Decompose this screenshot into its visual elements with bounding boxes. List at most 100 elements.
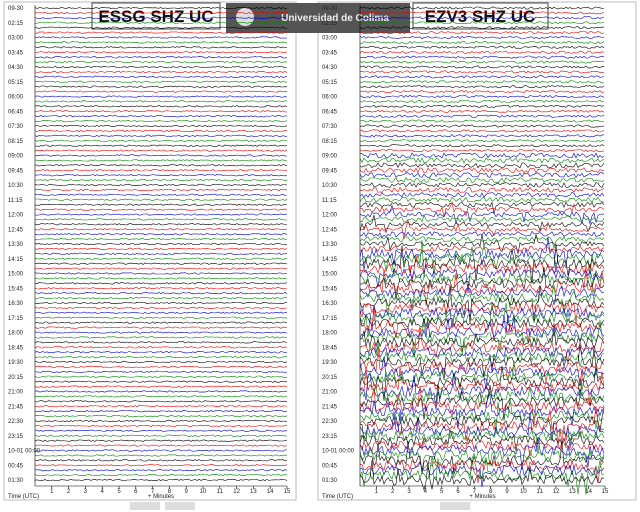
time-label: 21:45 <box>8 404 24 410</box>
time-label: 12:00 <box>322 213 338 219</box>
trace <box>359 314 605 343</box>
trace <box>359 70 605 74</box>
time-label: 18:00 <box>8 331 24 337</box>
trace <box>34 321 288 324</box>
trace <box>34 31 288 34</box>
trace <box>359 373 605 410</box>
trace <box>359 348 605 382</box>
trace <box>359 436 605 457</box>
trace <box>34 459 288 462</box>
trace <box>359 325 605 350</box>
time-label: 19:30 <box>322 360 338 366</box>
x-tick-label: 6 <box>456 489 460 495</box>
trace <box>34 41 288 44</box>
trace <box>34 287 288 290</box>
x-tick-label: 3 <box>84 489 88 495</box>
time-label: 14:15 <box>322 257 338 263</box>
time-label: 00:45 <box>8 463 24 469</box>
trace <box>359 386 605 425</box>
trace <box>34 16 288 19</box>
trace <box>359 134 605 138</box>
trace <box>34 119 288 123</box>
trace <box>34 360 288 364</box>
trace <box>34 410 288 413</box>
trace <box>34 424 288 428</box>
traces <box>34 6 288 482</box>
time-label: 17:15 <box>8 316 24 322</box>
trace <box>34 336 288 339</box>
trace <box>34 247 288 251</box>
trace <box>34 11 288 15</box>
trace <box>34 80 288 83</box>
x-tick-label: 14 <box>585 489 592 495</box>
trace <box>359 344 605 380</box>
trace <box>34 380 288 383</box>
trace <box>34 469 288 472</box>
trace <box>360 40 605 44</box>
trace <box>359 462 605 488</box>
trace <box>34 70 288 74</box>
trace <box>34 242 287 246</box>
trace <box>34 237 288 241</box>
time-label: 12:45 <box>8 227 24 233</box>
trace <box>34 473 288 477</box>
time-label: 01:30 <box>322 478 338 484</box>
trace <box>359 89 605 94</box>
time-label: 16:30 <box>322 301 338 307</box>
trace <box>34 60 288 64</box>
trace <box>359 186 605 193</box>
trace <box>34 267 288 270</box>
trace <box>35 56 288 59</box>
x-tick-label: 2 <box>67 489 71 495</box>
ui-box <box>130 502 160 510</box>
trace <box>359 304 605 332</box>
trace <box>34 292 288 295</box>
trace <box>34 21 288 24</box>
time-label: 05:15 <box>8 80 24 86</box>
trace <box>35 449 288 452</box>
x-tick-label: 13 <box>250 489 257 495</box>
time-label: 09:00 <box>8 154 24 160</box>
time-label: 19:30 <box>8 360 24 366</box>
trace <box>34 124 288 128</box>
trace <box>34 252 288 255</box>
trace <box>359 244 605 253</box>
trace <box>34 331 288 334</box>
trace <box>34 365 288 369</box>
x-tick-label: 5 <box>440 489 444 495</box>
trace <box>34 115 287 118</box>
time-label: 09-30 <box>322 6 338 12</box>
x-tick-label: 11 <box>217 489 224 495</box>
trace <box>34 429 288 432</box>
trace <box>359 196 605 203</box>
trace <box>359 191 605 198</box>
time-label: 22:30 <box>8 419 24 425</box>
trace <box>359 268 605 306</box>
time-label: 03:00 <box>8 36 24 42</box>
trace <box>34 6 288 10</box>
trace <box>34 188 288 192</box>
trace <box>359 234 605 254</box>
trace <box>359 99 605 103</box>
x-tick-label: 9 <box>185 489 189 495</box>
time-label: 23:15 <box>322 434 338 440</box>
time-label: 04:30 <box>322 65 338 71</box>
trace <box>359 85 605 89</box>
trace <box>359 285 605 306</box>
trace <box>34 164 288 167</box>
time-label: 12:45 <box>322 227 338 233</box>
trace <box>34 203 288 206</box>
trace <box>34 400 288 403</box>
trace <box>359 65 605 69</box>
trace <box>34 395 288 398</box>
trace <box>359 384 605 421</box>
trace <box>34 405 288 408</box>
x-tick-label: 10 <box>520 489 527 495</box>
trace <box>359 157 605 164</box>
trace <box>359 144 605 148</box>
trace <box>359 124 605 128</box>
time-label: 13:30 <box>8 242 24 248</box>
time-label: 14:15 <box>8 257 24 263</box>
trace <box>34 351 288 354</box>
time-label: 15:00 <box>322 272 338 278</box>
